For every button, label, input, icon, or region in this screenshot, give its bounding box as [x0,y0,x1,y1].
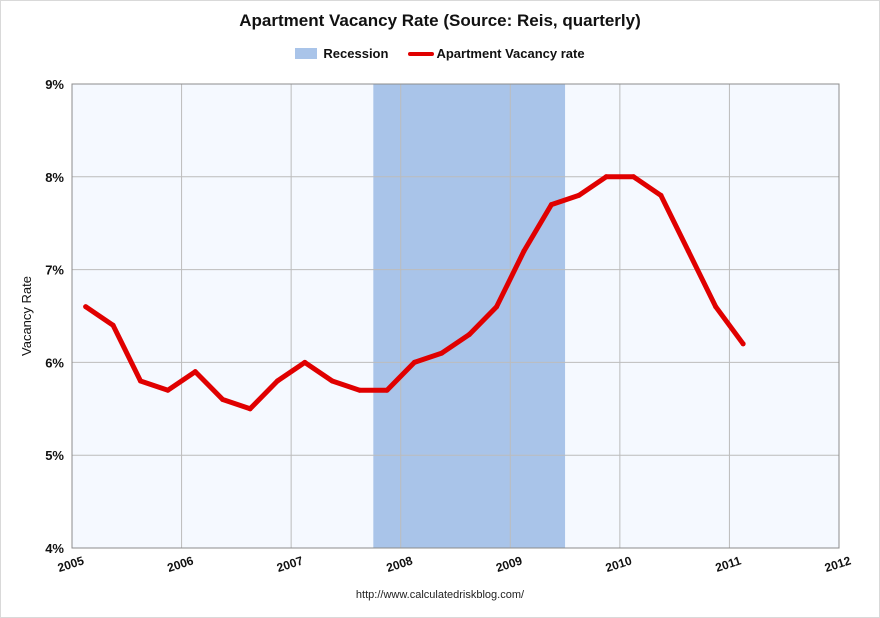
y-tick-label: 6% [45,355,64,370]
vacancy-data-point [83,304,89,310]
y-tick-label: 9% [45,77,64,92]
vacancy-data-point [411,359,417,365]
x-tick-label: 2012 [823,553,853,575]
vacancy-data-point [165,387,171,393]
x-tick-label: 2010 [604,553,634,575]
vacancy-data-point [137,378,143,384]
y-tick-label: 7% [45,263,64,278]
y-tick-label: 5% [45,448,64,463]
legend-label-recession: Recession [323,46,389,61]
vacancy-data-point [247,406,253,412]
vacancy-data-point [357,387,363,393]
vacancy-data-point [576,192,582,198]
legend-item-vacancy: Apartment Vacancy rate [408,46,585,61]
vacancy-data-point [658,192,664,198]
source-url: http://www.calculatedriskblog.com/ [355,589,525,601]
legend-swatch-vacancy [408,51,435,56]
x-tick-label: 2008 [385,553,415,575]
vacancy-data-point [494,304,500,310]
vacancy-data-point [548,202,554,208]
legend-swatch-recession [295,48,318,59]
y-tick-label: 8% [45,170,64,185]
y-axis-label: Vacancy Rate [19,276,34,356]
x-tick-label: 2009 [494,553,524,575]
vacancy-data-point [439,350,445,356]
vacancy-data-point [631,174,637,180]
legend-item-recession: Recession [295,46,388,61]
vacancy-data-point [713,304,719,310]
vacancy-data-point [384,387,390,393]
vacancy-data-point [302,359,308,365]
x-tick-label: 2005 [56,553,86,575]
vacancy-data-point [521,248,527,254]
vacancy-data-point [329,378,335,384]
y-tick-label: 4% [45,541,64,556]
vacancy-data-point [274,378,280,384]
plot-border [71,83,840,549]
vacancy-data-point [685,248,691,254]
x-tick-label: 2007 [275,553,305,575]
vacancy-data-point [220,397,226,403]
vacancy-data-point [110,322,116,328]
x-tick-label: 2011 [714,553,743,574]
legend-label-vacancy: Apartment Vacancy rate [436,46,585,61]
vacancy-data-point [466,332,472,338]
x-tick-label: 2006 [165,553,195,575]
recession-band [373,84,566,548]
chart-title: Apartment Vacancy Rate (Source: Reis, qu… [239,11,641,30]
vacancy-data-point [740,341,746,347]
legend: Recession Apartment Vacancy rate [1,46,879,61]
vacancy-data-point [192,369,198,375]
vacancy-data-point [603,174,609,180]
